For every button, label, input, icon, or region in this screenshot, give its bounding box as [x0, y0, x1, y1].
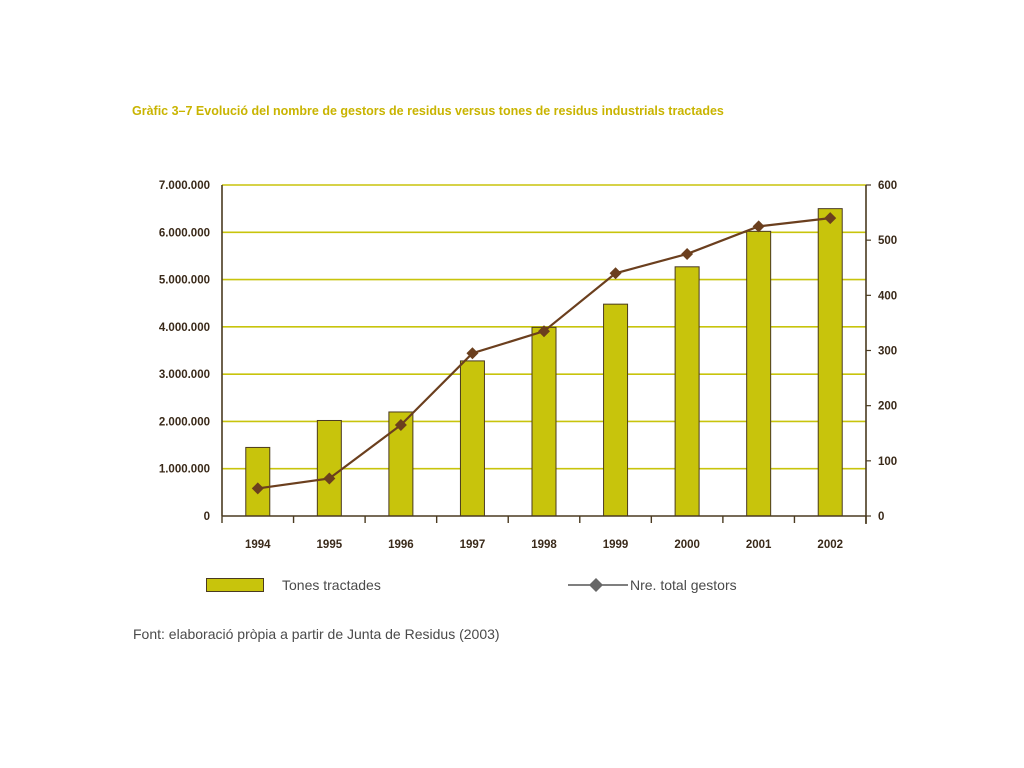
- left-tick-label: 7.000.000: [159, 180, 210, 192]
- category-label: 1997: [460, 539, 486, 551]
- category-labels: 1994 1995 1996 1997 1998 1999 2000 2001 2002: [245, 539, 843, 551]
- axes: [221, 184, 871, 524]
- bar-1995: [316, 419, 342, 517]
- category-label: 2002: [817, 539, 843, 551]
- right-tick-label: 0: [878, 511, 884, 523]
- chart-title: Gràfic 3–7 Evolució del nombre de gestor…: [132, 104, 724, 118]
- right-tick-label: 600: [878, 180, 897, 192]
- legend-line-label: Nre. total gestors: [630, 577, 737, 593]
- right-tick-label: 500: [878, 235, 897, 247]
- left-tick-label: 5.000.000: [159, 275, 210, 287]
- marker-1994: [251, 482, 264, 495]
- legend-item-line: Nre. total gestors: [568, 574, 737, 596]
- category-label: 1998: [531, 539, 557, 551]
- category-label: 1999: [603, 539, 629, 551]
- left-tick-label: 3.000.000: [159, 369, 210, 381]
- right-axis-ticks: 0 100 200 300 400 500 600: [878, 180, 897, 523]
- bars: [245, 208, 843, 517]
- bar-2002: [817, 208, 843, 517]
- marker-2002: [824, 212, 837, 225]
- bar-1994: [245, 446, 271, 517]
- source-note: Font: elaboració pròpia a partir de Junt…: [133, 626, 500, 642]
- right-tick-label: 300: [878, 346, 897, 358]
- marker-1995: [323, 472, 336, 485]
- right-tick-label: 100: [878, 456, 897, 468]
- marker-1999: [609, 267, 622, 280]
- left-tick-label: 4.000.000: [159, 322, 210, 334]
- category-label: 1994: [245, 539, 271, 551]
- left-tick-label: 1.000.000: [159, 464, 210, 476]
- markers: [251, 212, 837, 495]
- marker-1996: [394, 418, 407, 431]
- bar-2000: [674, 266, 700, 517]
- marker-1998: [538, 325, 550, 338]
- right-tick-label: 200: [878, 401, 897, 413]
- left-tick-label: 2.000.000: [159, 416, 210, 428]
- legend-line-icon: [568, 578, 628, 592]
- marker-1997: [466, 347, 479, 360]
- left-tick-label: 0: [204, 511, 210, 523]
- right-tick-label: 400: [878, 290, 897, 302]
- bar-1999: [603, 303, 629, 517]
- legend-item-bars: Tones tractades: [206, 574, 381, 596]
- category-label: 1995: [317, 539, 343, 551]
- bar-2001: [746, 230, 772, 517]
- marker-2001: [752, 220, 765, 233]
- category-label: 2001: [746, 539, 772, 551]
- legend-bar-swatch: [206, 578, 264, 592]
- bar-1997: [459, 360, 485, 517]
- category-label: 2000: [674, 539, 700, 551]
- marker-2000: [681, 247, 694, 260]
- left-tick-label: 6.000.000: [159, 227, 210, 239]
- bar-1998: [531, 326, 557, 517]
- category-label: 1996: [388, 539, 414, 551]
- left-axis-ticks: 0 1.000.000 2.000.000 3.000.000 4.000.000 5.0…: [159, 180, 210, 523]
- legend-bar-label: Tones tractades: [282, 577, 381, 593]
